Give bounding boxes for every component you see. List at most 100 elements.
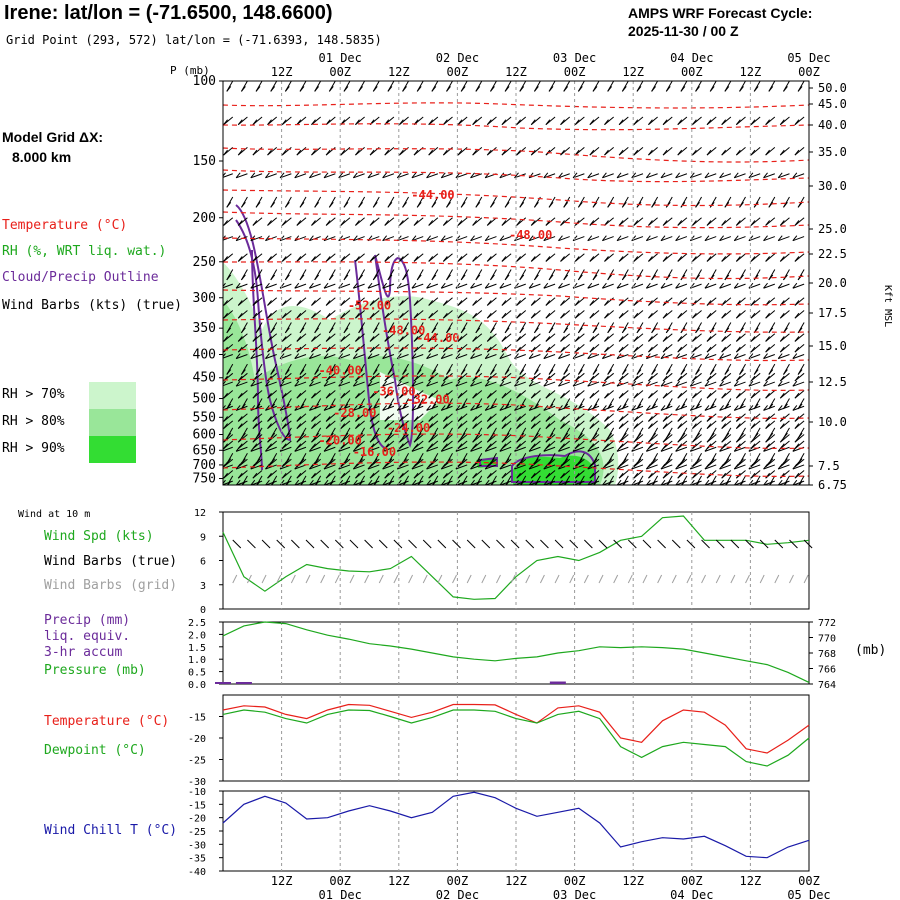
wind-barb <box>543 354 556 360</box>
wind-barb-flag <box>457 312 463 319</box>
temperature-contour-label: -20.00 <box>319 433 362 447</box>
wind-barb-flag <box>311 416 316 422</box>
precip-axis-tick-label: 0.0 <box>188 680 206 691</box>
wind-barb-flag <box>499 235 505 241</box>
wind-barb-flag <box>338 172 344 179</box>
wind-barb-flag <box>645 463 651 470</box>
wind-barb <box>294 464 307 470</box>
wind-barb-flag <box>633 416 639 422</box>
wind-barb-flag <box>294 353 300 359</box>
wind-barb-flag <box>294 282 300 289</box>
wind-barb-flag <box>750 416 756 422</box>
wind-barb <box>631 446 644 452</box>
wind-barb <box>719 464 732 470</box>
top-time-label: 00Z <box>681 65 703 79</box>
wind-barb <box>426 381 439 387</box>
wind-barb-flag <box>499 446 505 452</box>
wind-barb-flag <box>662 416 668 422</box>
wind-barb <box>734 173 746 179</box>
wind-barb-flag <box>431 327 437 334</box>
top-time-label: 12Z <box>388 65 410 79</box>
wind-barb-flag <box>402 274 407 281</box>
wind-barb-flag <box>680 86 686 92</box>
wind-barb-flag <box>252 312 258 319</box>
wind-barb-flag <box>616 353 622 359</box>
wind-barb <box>543 405 556 411</box>
wind-barb <box>778 354 790 360</box>
wind-barb-flag <box>765 312 771 319</box>
wind-barb-flag <box>675 463 681 470</box>
wind-barb-flag <box>572 353 578 359</box>
wind-barb-flag <box>367 405 373 411</box>
wind-barb-flag <box>294 446 300 452</box>
wind-barb-flag <box>416 369 422 375</box>
wind-barb-flag <box>530 149 536 156</box>
wind-barb-flag <box>792 380 798 387</box>
wind-barb-flag <box>311 149 316 156</box>
wind-barb-flag <box>589 256 595 262</box>
wind-barb <box>411 283 424 289</box>
wind-barb-flag <box>750 423 756 429</box>
wind-barb <box>426 354 439 360</box>
wind-barb-flag <box>563 274 569 281</box>
wind-barb <box>279 446 292 452</box>
wind-barb <box>499 173 512 179</box>
wind-barb-flag <box>601 405 607 411</box>
wind-barb-flag <box>484 405 490 411</box>
surface-wind-barb <box>745 539 754 549</box>
wind-barb-flag <box>501 392 507 399</box>
wind-barb-flag <box>706 423 712 429</box>
wind-barb <box>660 173 673 179</box>
wind-barb-flag <box>323 172 329 179</box>
wind-barb-flag <box>267 472 272 479</box>
wind-barb <box>426 446 439 452</box>
wind-barb-flag <box>695 327 700 334</box>
surface-wind-barb <box>510 539 520 549</box>
wind-barb <box>704 283 717 289</box>
wind-barb-flag <box>735 336 741 342</box>
wind-barb-flag <box>797 86 803 92</box>
temperature-contour-labels: -44.00-48.00-52.00-48.00-44.00-40.00-36.… <box>319 188 553 459</box>
wind-barb-flag <box>677 346 683 353</box>
bottom-time-label: 12Z <box>740 874 762 888</box>
wind-barb-flag <box>411 353 417 359</box>
wind-barb-flag <box>235 446 241 452</box>
surface-wind-barb-grid <box>261 574 267 584</box>
wind-barb-flag <box>325 436 331 443</box>
wind-barb <box>294 446 307 452</box>
wind-barb-flag <box>604 312 609 319</box>
wind-barb-flag <box>235 479 241 485</box>
wind-barb-flag <box>323 282 329 289</box>
wind-barb <box>690 381 702 387</box>
wind-barb-flag <box>724 274 730 281</box>
wind-barb-flag <box>528 479 534 485</box>
wind-barb <box>309 405 321 411</box>
wind-barb-flag <box>270 327 276 334</box>
wind-barb <box>587 381 600 387</box>
wind-barb-flag <box>733 463 739 470</box>
wind-barb-flag <box>472 256 478 262</box>
wind-barb-flag <box>665 369 671 375</box>
wind-barb-flag <box>765 472 771 479</box>
wind-barb <box>323 283 336 289</box>
precip-bar <box>215 682 231 684</box>
wind-barb-flag <box>618 149 624 156</box>
wind-barb-flag <box>369 300 375 306</box>
wind-barb-flag <box>369 392 375 399</box>
wind-barb-flag <box>382 463 388 470</box>
wind-barb-flag <box>398 119 404 125</box>
surface-wind-barb <box>334 539 344 549</box>
wind-barb-flag <box>382 380 388 387</box>
wind-barb <box>543 464 556 470</box>
wind-barb <box>675 464 688 470</box>
wind-barb-flag <box>367 172 373 179</box>
wind-barb-flag <box>589 119 595 125</box>
wind-barb <box>602 446 614 452</box>
wind-barb-flag <box>750 336 756 342</box>
wind-barb-flag <box>428 336 434 342</box>
wind-barb-flag <box>267 423 272 429</box>
wind-barb-flag <box>237 119 243 125</box>
wind-barb-flag <box>308 479 314 485</box>
wind-barb <box>675 405 688 411</box>
pressure-tick-label: 500 <box>193 392 216 407</box>
